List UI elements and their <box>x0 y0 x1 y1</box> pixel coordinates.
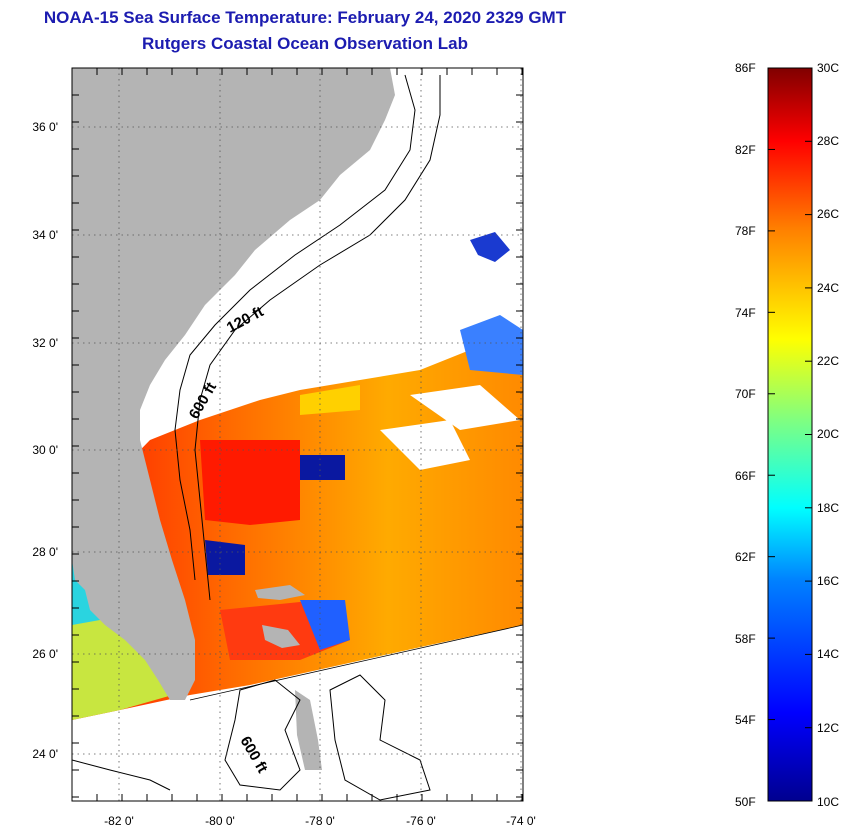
colorbar-f-label: 82F <box>735 143 756 157</box>
swath-edge <box>189 624 523 701</box>
map-subtitle: Rutgers Coastal Ocean Observation Lab <box>142 34 468 53</box>
colorbar-f-label: 50F <box>735 795 756 809</box>
lon-tick-label: -74 0' <box>506 814 536 828</box>
contour-120ft <box>174 74 416 581</box>
lon-tick-label: -76 0' <box>406 814 436 828</box>
lat-tick-label: 36 0' <box>32 120 58 134</box>
colorbar-c-label: 20C <box>817 427 840 441</box>
lon-tick-label: -78 0' <box>305 814 335 828</box>
colorbar-c-label: 24C <box>817 281 840 295</box>
colorbar-f-label: 58F <box>735 632 756 646</box>
colorbar-f-label: 62F <box>735 550 756 564</box>
colorbar-f-label: 54F <box>735 713 756 727</box>
colorbar-c-label: 28C <box>817 134 840 148</box>
colorbar-f-label: 86F <box>735 61 756 75</box>
colorbar-f-label: 78F <box>735 224 756 238</box>
land-mass <box>72 68 395 700</box>
lon-tick-label: -80 0' <box>205 814 235 828</box>
colorbar-c-label: 30C <box>817 61 840 75</box>
bahamas-island <box>255 585 305 600</box>
colorbar-c-label: 14C <box>817 647 840 661</box>
colorbar <box>767 67 813 802</box>
colorbar-f-label: 70F <box>735 387 756 401</box>
colorbar-c-label: 12C <box>817 721 840 735</box>
lat-tick-label: 32 0' <box>32 336 58 350</box>
colorbar-ticks <box>768 67 812 802</box>
bahamas-island <box>262 625 300 648</box>
colorbar-c-label: 22C <box>817 354 840 368</box>
colorbar-f-label: 66F <box>735 469 756 483</box>
frame-ticks <box>71 67 523 801</box>
contour-600ft <box>194 75 441 601</box>
colorbar-c-label: 18C <box>817 501 840 515</box>
contour-bank <box>329 674 431 801</box>
longitude-tick-labels: -82 0' -80 0' -78 0' -76 0' -74 0' <box>104 814 536 828</box>
map-title: NOAA-15 Sea Surface Temperature: Februar… <box>43 8 567 27</box>
colorbar-c-label: 10C <box>817 795 840 809</box>
latitude-tick-labels: 36 0' 34 0' 32 0' 30 0' 28 0' 26 0' 24 0… <box>32 120 58 761</box>
lat-tick-label: 28 0' <box>32 545 58 559</box>
sst-swath <box>72 232 523 720</box>
lat-tick-label: 34 0' <box>32 228 58 242</box>
lon-tick-label: -82 0' <box>104 814 134 828</box>
contour-600ft-bahamas <box>224 679 301 791</box>
colorbar-c-label: 16C <box>817 574 840 588</box>
contour-cuba <box>72 759 171 791</box>
bahamas-island <box>295 690 322 770</box>
graticule <box>72 68 523 801</box>
lat-tick-label: 24 0' <box>32 747 58 761</box>
colorbar-c-label: 26C <box>817 207 840 221</box>
lat-tick-label: 26 0' <box>32 647 58 661</box>
lat-tick-label: 30 0' <box>32 443 58 457</box>
colorbar-f-label: 74F <box>735 306 756 320</box>
